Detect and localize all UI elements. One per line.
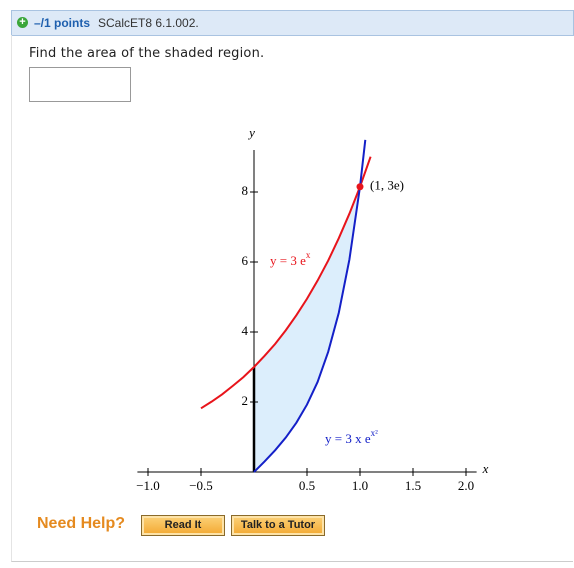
expand-icon[interactable]: +	[17, 17, 28, 28]
label-exponent: x	[306, 250, 311, 260]
label-text: y = 3 e	[270, 253, 306, 268]
x-tick-label: 0.5	[299, 478, 315, 493]
x-tick-label: 2.0	[458, 478, 474, 493]
y-tick-label: 6	[242, 253, 249, 268]
y-tick-label: 4	[242, 323, 249, 338]
y-tick-label: 8	[242, 183, 249, 198]
answer-input[interactable]	[29, 67, 131, 102]
x-tick-label: 1.0	[352, 478, 368, 493]
shaded-region	[254, 186, 360, 472]
problem-id: SCalcET8 6.1.002.	[98, 16, 199, 30]
curve	[253, 139, 367, 473]
help-label: Need Help?	[37, 515, 126, 532]
header-bar	[11, 10, 574, 36]
y-tick-label: 2	[242, 393, 249, 408]
curve-label: y = 3 x ex²	[325, 428, 378, 446]
point-label: (1, 3e)	[370, 178, 404, 193]
question: Find the area of the shaded region.	[29, 46, 265, 61]
label-exponent: x²	[371, 428, 379, 438]
x-tick-label: 1.5	[405, 478, 421, 493]
x-tick-label: −1.0	[136, 478, 160, 493]
curve-label: y = 3 ex	[270, 250, 311, 268]
x-axis-label: x	[482, 461, 489, 476]
tutor-button[interactable]: Talk to a Tutor	[231, 515, 325, 536]
intersection-point	[356, 183, 364, 191]
read-it-button[interactable]: Read It	[141, 515, 225, 536]
curve	[200, 156, 372, 410]
points: –/1 points	[34, 16, 91, 30]
x-tick-label: −0.5	[189, 478, 213, 493]
frame	[11, 35, 573, 562]
y-axis-label: y	[247, 125, 255, 140]
label-text: y = 3 x e	[325, 431, 371, 446]
